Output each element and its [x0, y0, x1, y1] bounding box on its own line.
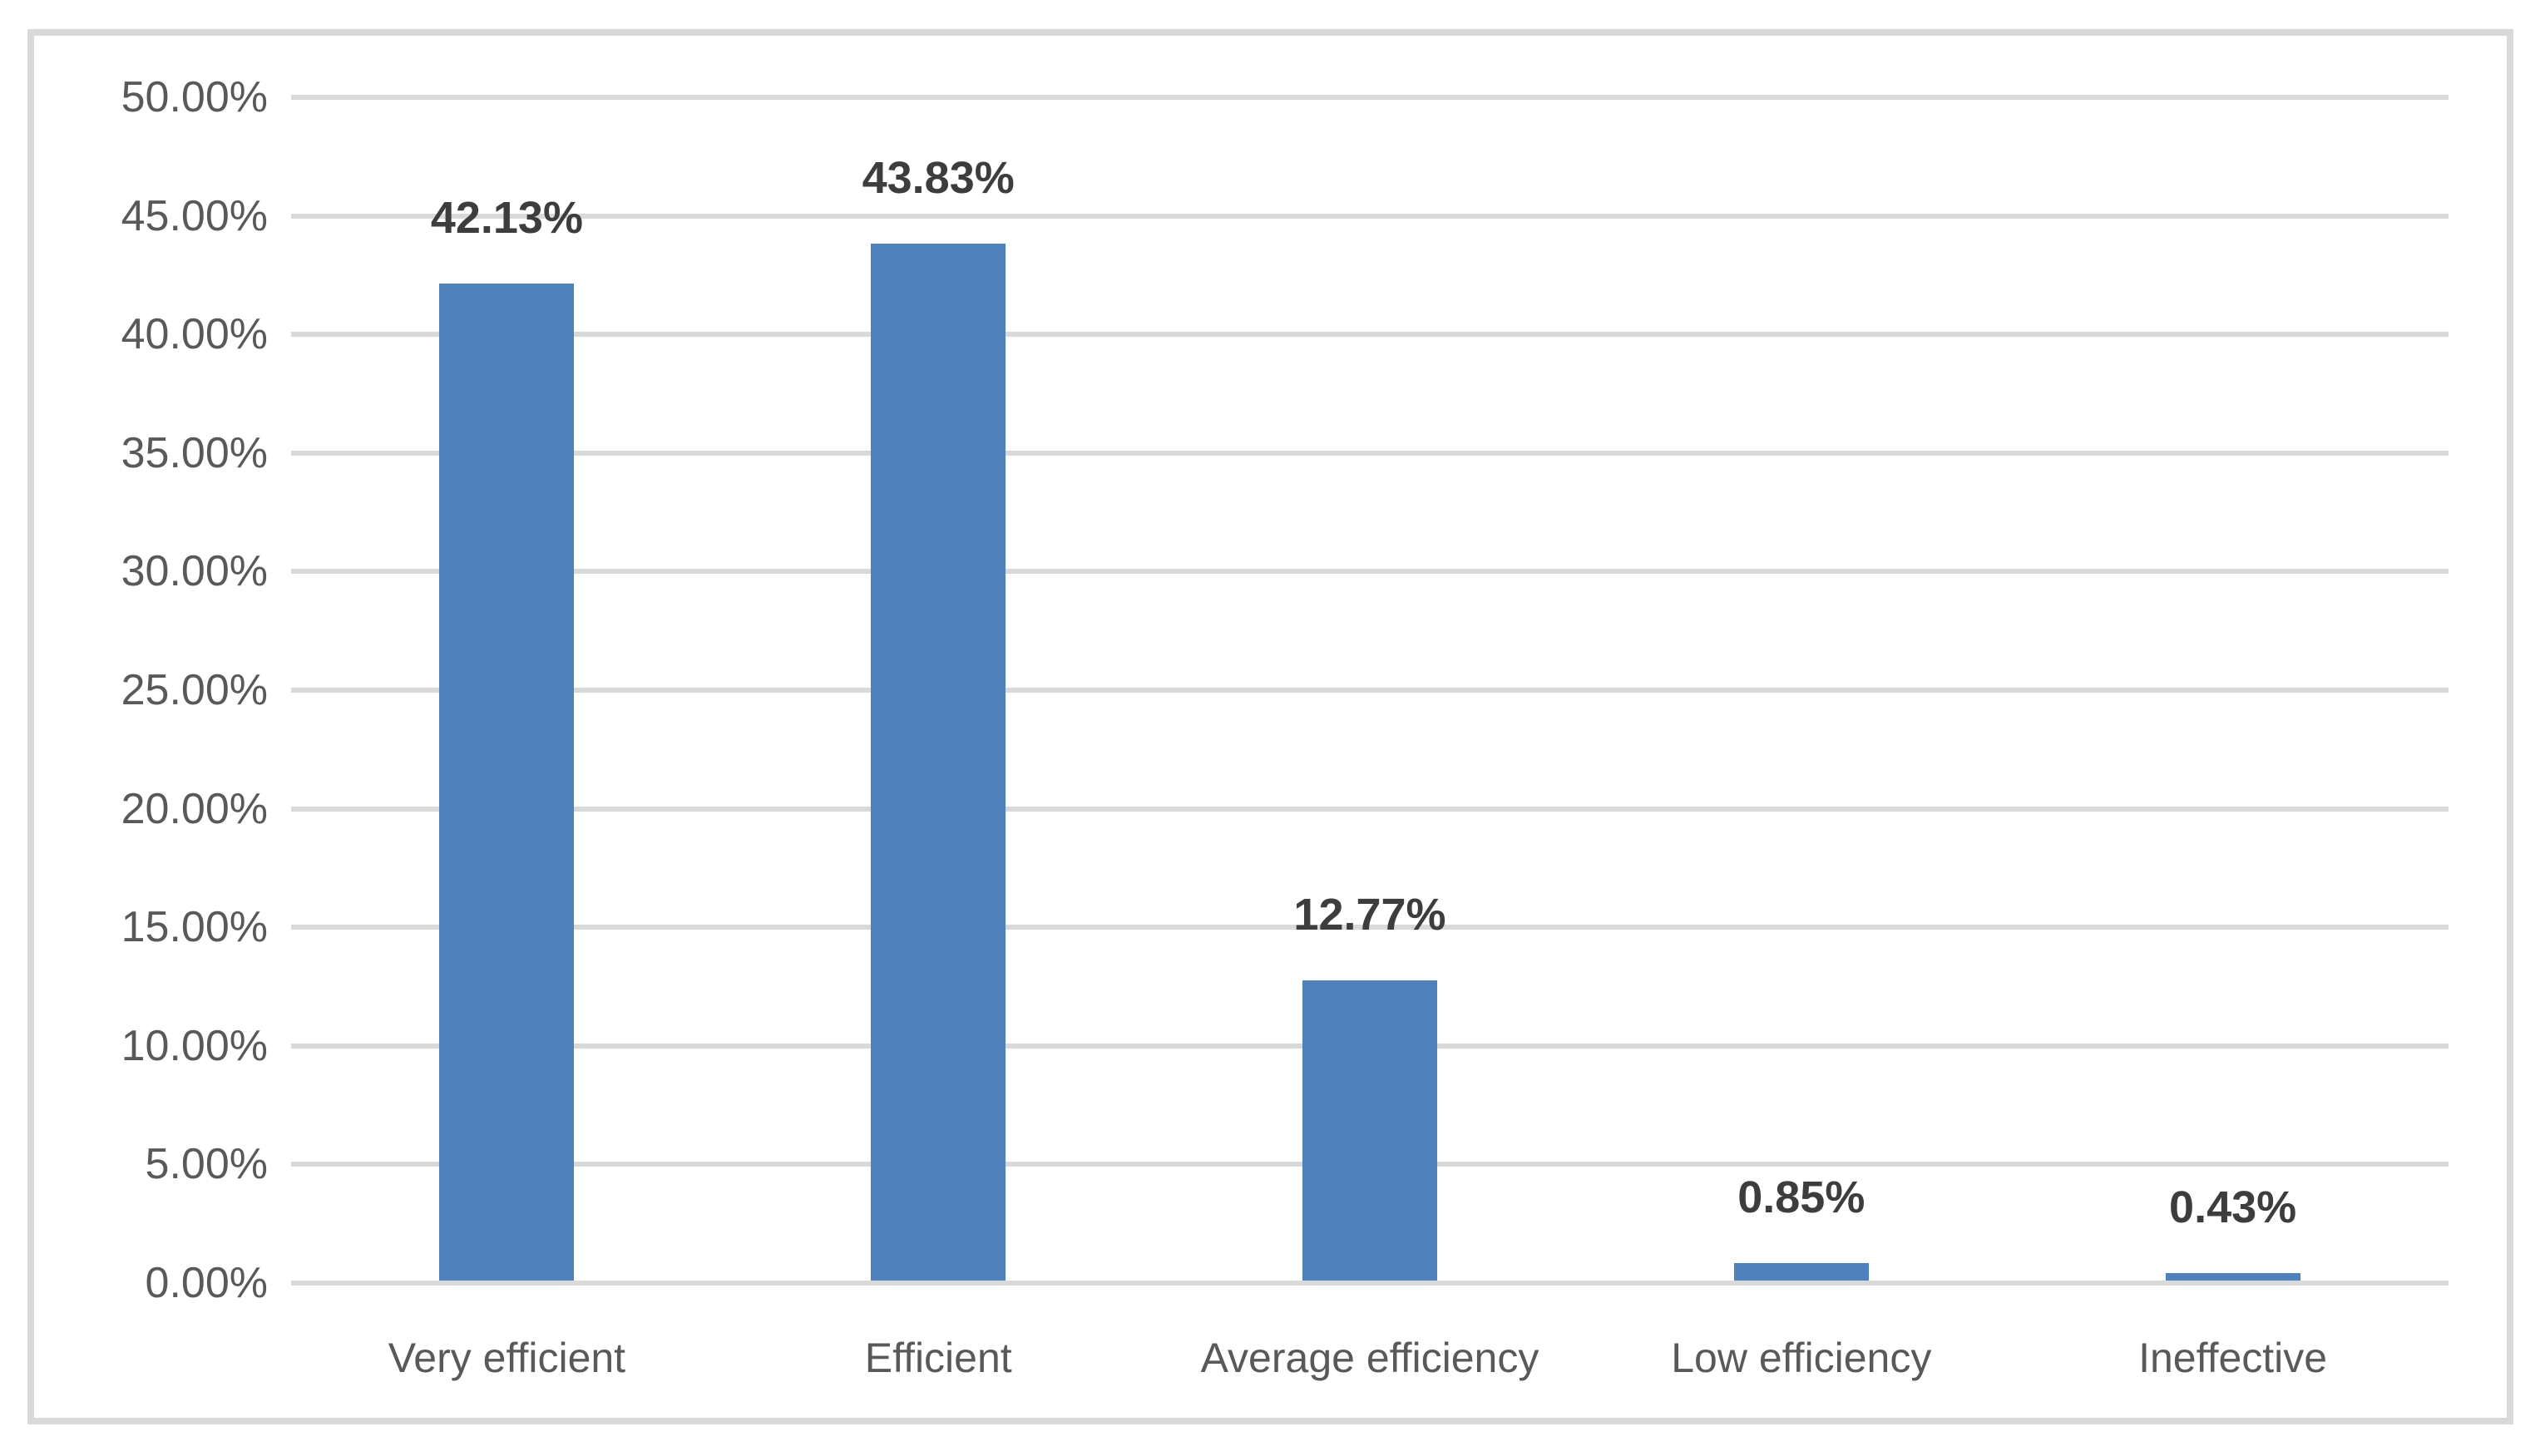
- chart-border-frame: [27, 29, 2513, 1424]
